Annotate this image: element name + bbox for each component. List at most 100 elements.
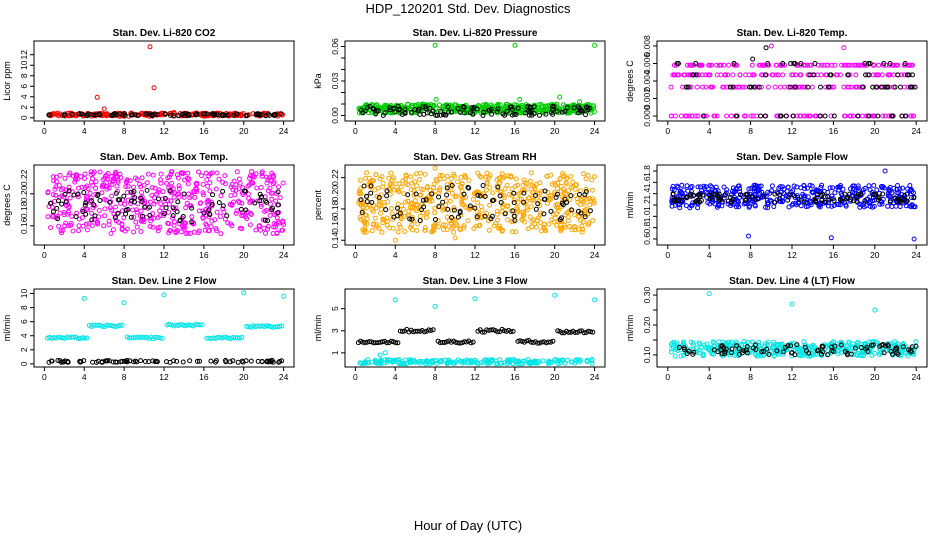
data-point <box>780 72 786 78</box>
x-tick-label: 8 <box>122 372 127 382</box>
data-point <box>525 195 531 201</box>
data-point <box>853 345 858 351</box>
data-point <box>110 359 116 365</box>
x-tick-label: 8 <box>748 126 753 136</box>
y-tick-label: 0.20 <box>330 185 340 202</box>
data-point <box>533 193 538 198</box>
x-tick-label: 24 <box>911 126 921 136</box>
y-tick-label: 1.2 <box>642 199 652 211</box>
x-tick-label: 4 <box>393 126 398 136</box>
data-point <box>868 199 874 205</box>
data-point <box>729 350 735 356</box>
data-point <box>579 229 585 235</box>
x-tick-label: 20 <box>870 126 880 136</box>
data-point <box>122 112 128 118</box>
data-point <box>47 112 53 118</box>
data-point <box>93 359 99 365</box>
data-point <box>816 202 822 208</box>
data-point <box>835 343 841 349</box>
data-point <box>894 346 900 352</box>
data-point <box>708 62 714 68</box>
data-point <box>137 181 143 187</box>
data-point <box>564 357 570 363</box>
data-point <box>433 112 439 118</box>
series-black <box>358 183 593 223</box>
data-point <box>45 189 51 195</box>
data-point <box>158 177 163 183</box>
x-tick-label: 0 <box>353 250 358 260</box>
data-point <box>48 358 54 364</box>
data-point <box>142 204 148 210</box>
data-point <box>461 191 467 197</box>
data-point <box>208 224 214 230</box>
data-point <box>245 191 251 197</box>
data-point <box>63 199 69 205</box>
data-point <box>55 216 61 222</box>
data-point <box>459 202 465 207</box>
data-point <box>783 113 789 119</box>
data-point <box>109 193 115 199</box>
x-tick-label: 8 <box>433 250 438 260</box>
data-point <box>377 339 383 345</box>
data-point <box>265 218 271 224</box>
data-point <box>218 193 224 199</box>
data-point <box>846 84 852 90</box>
data-point <box>109 174 115 179</box>
data-point <box>135 113 141 118</box>
data-point <box>198 200 204 206</box>
data-point <box>60 335 66 341</box>
data-point <box>743 113 749 119</box>
data-point <box>426 193 432 199</box>
data-point <box>95 322 101 328</box>
data-point <box>192 195 198 200</box>
data-point <box>842 349 848 355</box>
data-point <box>220 203 226 209</box>
data-point <box>409 109 414 115</box>
y-tick-label: 0.8 <box>642 221 652 233</box>
data-point <box>407 224 413 230</box>
data-point <box>163 205 169 211</box>
data-point <box>91 112 97 118</box>
data-point <box>365 357 371 363</box>
data-point <box>146 359 152 365</box>
data-point <box>499 360 505 366</box>
data-point <box>489 213 495 219</box>
data-point <box>357 214 363 220</box>
data-point <box>869 339 875 345</box>
data-point <box>246 324 252 330</box>
data-point <box>669 113 675 119</box>
data-point <box>765 205 771 211</box>
data-point <box>750 345 756 351</box>
data-point <box>467 206 473 211</box>
data-point <box>185 170 191 176</box>
data-point <box>138 358 144 364</box>
data-point <box>787 84 793 90</box>
data-point <box>96 208 102 213</box>
data-point <box>706 291 712 297</box>
data-point <box>501 174 507 180</box>
data-point <box>229 201 235 207</box>
data-point <box>169 180 175 186</box>
data-point <box>743 347 749 353</box>
data-point <box>766 351 772 357</box>
data-point <box>730 84 736 90</box>
data-point <box>511 200 517 206</box>
data-point <box>788 61 794 66</box>
data-point <box>263 113 269 119</box>
y-tick-label: 8 <box>19 73 29 78</box>
data-point <box>453 339 459 345</box>
data-point <box>820 349 826 355</box>
x-tick-label: 4 <box>707 372 712 382</box>
data-point <box>772 199 777 205</box>
data-point <box>890 351 896 357</box>
data-point <box>156 187 162 193</box>
data-point <box>761 193 767 199</box>
data-point <box>49 204 55 210</box>
x-tick-label: 20 <box>239 250 249 260</box>
data-point <box>895 183 900 188</box>
data-point <box>708 195 714 201</box>
y-tick-label: 4 <box>19 333 29 338</box>
data-point <box>385 357 391 363</box>
data-point <box>818 72 824 78</box>
data-point <box>380 180 386 186</box>
